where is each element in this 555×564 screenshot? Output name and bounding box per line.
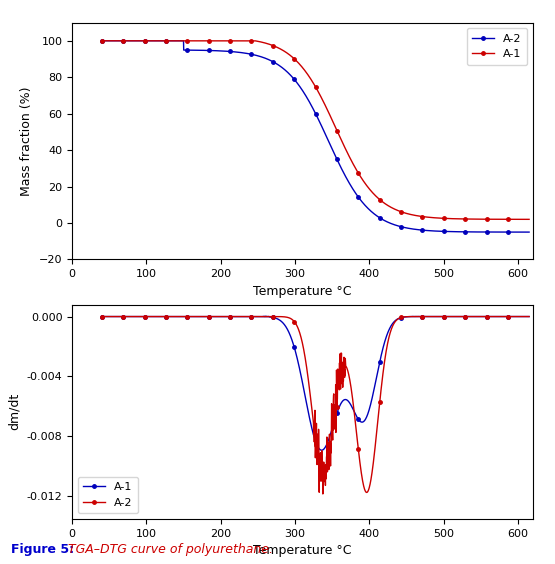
A-1 [514,313,521,320]
Legend: A-2, A-1: A-2, A-1 [467,28,527,65]
A-1 [306,74,313,81]
A-2 [295,326,302,333]
A-1 [99,313,105,320]
A-2 [526,229,532,236]
A-2 [435,228,442,235]
A-2 [306,388,313,395]
A-1 [318,447,325,453]
A-1 [120,37,127,44]
X-axis label: Temperature °C: Temperature °C [253,544,352,557]
A-1 [526,313,532,320]
Y-axis label: dm/dt: dm/dt [8,393,21,430]
A-2 [526,313,532,320]
A-1 [435,313,442,320]
Y-axis label: Mass fraction (%): Mass fraction (%) [21,86,33,196]
Line: A-2: A-2 [100,315,531,496]
Line: A-2: A-2 [100,39,531,234]
A-1 [99,37,105,44]
Line: A-1: A-1 [100,39,531,221]
Text: Figure 5:: Figure 5: [11,543,74,556]
A-1 [526,216,532,223]
A-2 [99,37,105,44]
A-1 [120,313,127,320]
A-2 [513,313,520,320]
A-2 [513,229,520,236]
A-1 [513,216,520,223]
A-1 [435,215,442,222]
A-1 [295,59,301,66]
A-2 [320,491,326,497]
X-axis label: Temperature °C: Temperature °C [253,285,352,298]
A-2 [513,229,520,236]
A-1 [295,360,302,367]
Legend: A-1, A-2: A-1, A-2 [78,477,138,513]
A-2 [435,313,442,320]
A-2 [514,313,521,320]
A-2 [255,313,261,320]
A-1 [513,216,520,223]
A-2 [99,313,105,320]
A-1 [513,313,520,320]
A-2 [120,313,127,320]
A-2 [120,37,127,44]
A-2 [306,99,313,105]
Text: TGA–DTG curve of polyurethane.: TGA–DTG curve of polyurethane. [64,543,273,556]
A-1 [306,416,313,423]
A-1 [261,313,268,320]
A-2 [295,81,301,88]
Line: A-1: A-1 [100,315,531,452]
